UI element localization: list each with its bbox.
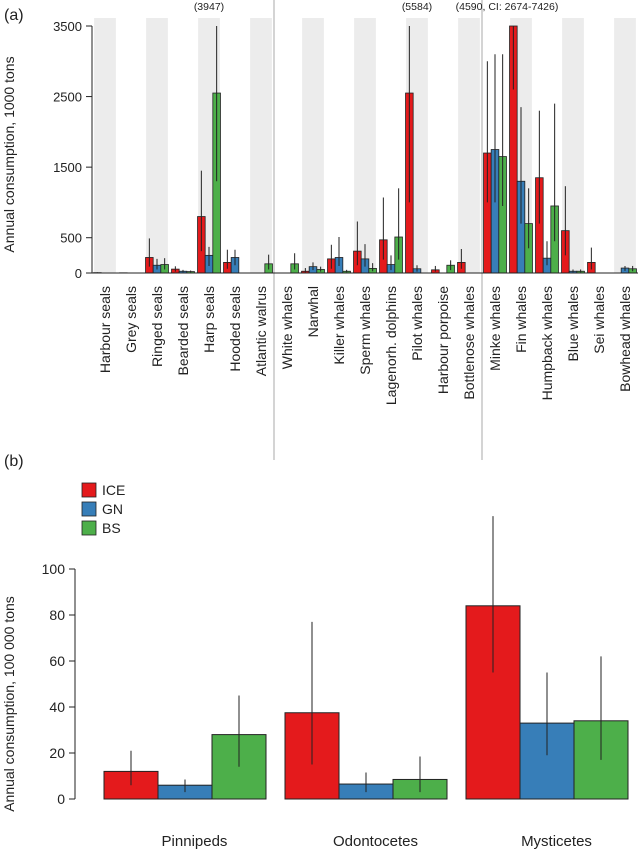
value-annotation: (5584) [402,1,432,13]
y-tick-label: 80 [49,607,65,623]
panel-b-label: (b) [4,453,24,470]
x-tick-label: Grey seals [123,286,139,353]
category-band-bowhead-whales [614,18,636,273]
y-axis-label: Annual consumption, 100 000 tons [1,596,17,812]
x-tick-label: Sperm whales [357,286,373,375]
category-band-sperm-whales [354,18,376,273]
x-tick-label: Odontocetes [333,833,418,850]
x-tick-label: Killer whales [331,286,347,365]
x-tick-label: Humpback whales [539,286,555,400]
x-tick-label: Sei whales [591,286,607,354]
legend: ICE GN BS [81,482,125,536]
y-tick-label: 20 [49,745,65,761]
x-tick-label: Narwhal [305,286,321,337]
legend-label-bs: BS [102,520,121,536]
x-tick-label: Atlantic walrus [253,286,269,376]
x-tick-label: Lagenorh. dolphins [383,286,399,405]
category-band-atlantic-walrus [250,18,272,273]
y-tick-label: 0 [75,266,82,281]
y-tick-label: 100 [42,561,66,577]
y-axis-label: Annual consumption, 1000 tons [1,56,17,252]
category-band-bottlenose-whales [458,18,480,273]
panel-b-chart: Pinnipeds Odontocetes Mysticetes 0 20 40 60 80 1… [1,482,629,850]
legend-label-gn: GN [102,501,123,517]
y-tick-label: 2500 [53,90,82,105]
bar-ice-mysticetes [465,605,521,800]
x-tick-label: Mysticetes [521,833,592,850]
category-band-blue-whales [562,18,584,273]
value-annotation: (4590, CI: 2674-7426) [456,1,559,13]
x-tick-label: Ringed seals [149,286,165,367]
category-band-narwhal [302,18,324,273]
x-tick-label: Blue whales [565,286,581,362]
category-band-ringed-seals [146,18,168,273]
legend-swatch-gn [81,501,97,517]
x-tick-label: Pinnipeds [162,833,228,850]
x-tick-label: Harbour seals [97,286,113,373]
legend-swatch-bs [81,520,97,536]
x-tick-label: Minke whales [487,286,503,371]
x-tick-label: Hooded seals [227,286,243,372]
panel-a-label: (a) [4,7,24,24]
x-tick-label: Fin whales [513,286,529,353]
x-tick-label: Bottlenose whales [461,286,477,400]
y-tick-label: 3500 [53,19,82,34]
x-tick-label: Pilot whales [409,286,425,361]
x-tick-label: Bowhead whales [617,286,633,392]
y-tick-label: 1500 [53,160,82,175]
value-annotation: (3947) [194,1,224,13]
x-tick-label: White whales [279,286,295,369]
legend-label-ice: ICE [102,482,125,498]
panel-a-chart: Harbour seals Grey seals Ringed seals Beard… [1,0,638,460]
x-tick-label: Bearded seals [175,286,191,376]
y-tick-label: 0 [57,791,65,807]
x-tick-label: Harbour porpoise [435,286,451,394]
category-band-harbour-seals [94,18,116,273]
y-tick-label: 500 [60,231,82,246]
y-tick-label: 60 [49,653,65,669]
legend-swatch-ice [81,482,97,498]
y-tick-label: 40 [49,699,65,715]
x-tick-label: Harp seals [201,286,217,353]
